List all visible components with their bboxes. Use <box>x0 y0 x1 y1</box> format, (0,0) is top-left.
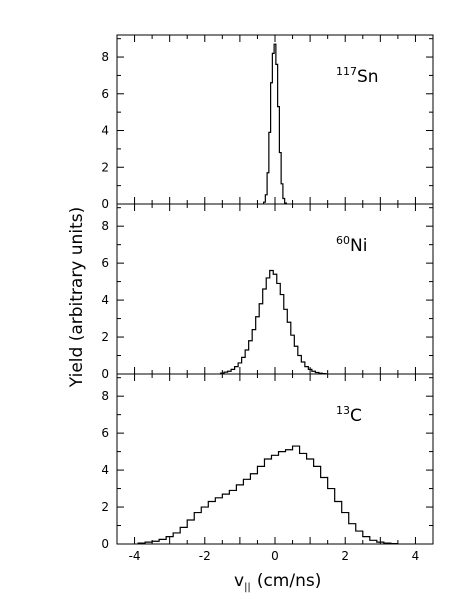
y-tick-label: 6 <box>101 426 109 440</box>
y-axis-label: Yield (arbitrary units) <box>67 207 87 388</box>
x-tick-label: 2 <box>341 549 349 563</box>
panel-label-mass: 60 <box>336 234 350 247</box>
y-tick-label: 2 <box>101 160 109 174</box>
panel-frame <box>116 373 434 545</box>
y-tick-label: 4 <box>101 463 109 477</box>
y-tick-label: 2 <box>101 500 109 514</box>
x-tick-label: 4 <box>412 549 420 563</box>
y-tick-label: 6 <box>101 256 109 270</box>
x-axis-label-sub: || <box>244 582 251 593</box>
x-axis-label-unit: (cm/ns) <box>257 571 322 591</box>
panel-frame <box>116 34 434 205</box>
panel-1: 0 2 4 6 8 117Sn <box>101 34 434 211</box>
x-tick-label: 0 <box>271 549 279 563</box>
panel-label-element: C <box>350 406 362 426</box>
histogram-series-1 <box>262 43 288 204</box>
panel-label-element: Ni <box>350 236 367 256</box>
panel-label-2: 60Ni <box>336 234 367 256</box>
y-tick-label: 2 <box>101 330 109 344</box>
panel-frame <box>116 203 434 375</box>
y-tick-label: 0 <box>101 537 109 551</box>
panel-label-1: 117Sn <box>336 65 379 87</box>
panel-3: 0 2 4 6 8 13C <box>101 373 434 551</box>
y-tick-label: 8 <box>101 219 109 233</box>
y-tick-label: 0 <box>101 197 109 211</box>
histogram-series-2 <box>219 269 327 375</box>
x-axis-label-main: v <box>234 571 244 591</box>
histogram-series-3 <box>137 445 399 545</box>
x-tick-label: -4 <box>129 549 141 563</box>
y-tick-label: 4 <box>101 124 109 138</box>
x-axis-label: v|| (cm/ns) <box>234 571 321 593</box>
y-tick-label: 4 <box>101 293 109 307</box>
panel-label-mass: 13 <box>336 404 350 417</box>
y-tick-label: 0 <box>101 367 109 381</box>
panel-label-mass: 117 <box>336 65 357 78</box>
panel-label-3: 13C <box>336 404 362 426</box>
panels: 0 2 4 6 8 117Sn 0 2 4 6 8 60Ni 0 2 4 6 8 13C -4 -2 0 2 4 <box>101 34 434 563</box>
panel-2: 0 2 4 6 8 60Ni <box>101 203 434 381</box>
y-tick-label: 8 <box>101 389 109 403</box>
y-tick-label: 8 <box>101 50 109 64</box>
x-tick-label: -2 <box>199 549 211 563</box>
y-tick-label: 6 <box>101 87 109 101</box>
panel-label-element: Sn <box>357 67 379 87</box>
